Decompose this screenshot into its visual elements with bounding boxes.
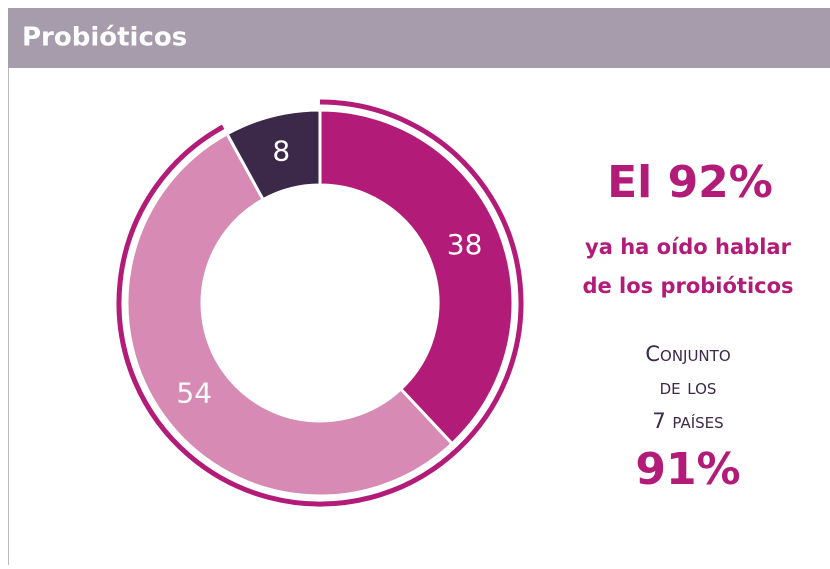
headline-sub: ya ha oído hablar: [585, 235, 792, 259]
header-bar: [8, 8, 830, 68]
data-label: 8: [272, 134, 290, 167]
headline: El 92%: [607, 157, 773, 208]
group-label: 7 países: [652, 409, 723, 433]
outer-ring: [116, 99, 524, 507]
headline-sub: de los probióticos: [582, 274, 793, 298]
donut: 38 54 8: [116, 99, 524, 507]
chart-title: Probióticos: [22, 23, 187, 53]
group-label: de los: [660, 375, 717, 399]
donut-segment: [318, 108, 515, 446]
donut-segment: [125, 131, 455, 498]
data-label: 38: [447, 228, 483, 261]
donut-segment: [224, 108, 322, 202]
data-label: 54: [176, 376, 212, 409]
group-label: Conjunto: [645, 342, 730, 366]
group-value: 91%: [635, 444, 740, 495]
